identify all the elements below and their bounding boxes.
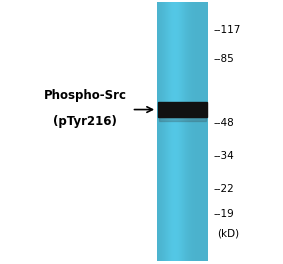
Text: Phospho-Src: Phospho-Src <box>43 88 127 102</box>
Text: --85: --85 <box>214 54 234 64</box>
Text: --34: --34 <box>214 151 234 161</box>
Text: --48: --48 <box>214 118 234 128</box>
Text: (kD): (kD) <box>217 229 239 239</box>
Bar <box>158 102 207 117</box>
Text: --22: --22 <box>214 184 234 194</box>
Text: --117: --117 <box>214 25 241 35</box>
Text: --19: --19 <box>214 209 234 219</box>
Text: (pTyr216): (pTyr216) <box>53 115 117 128</box>
Bar <box>159 117 206 121</box>
